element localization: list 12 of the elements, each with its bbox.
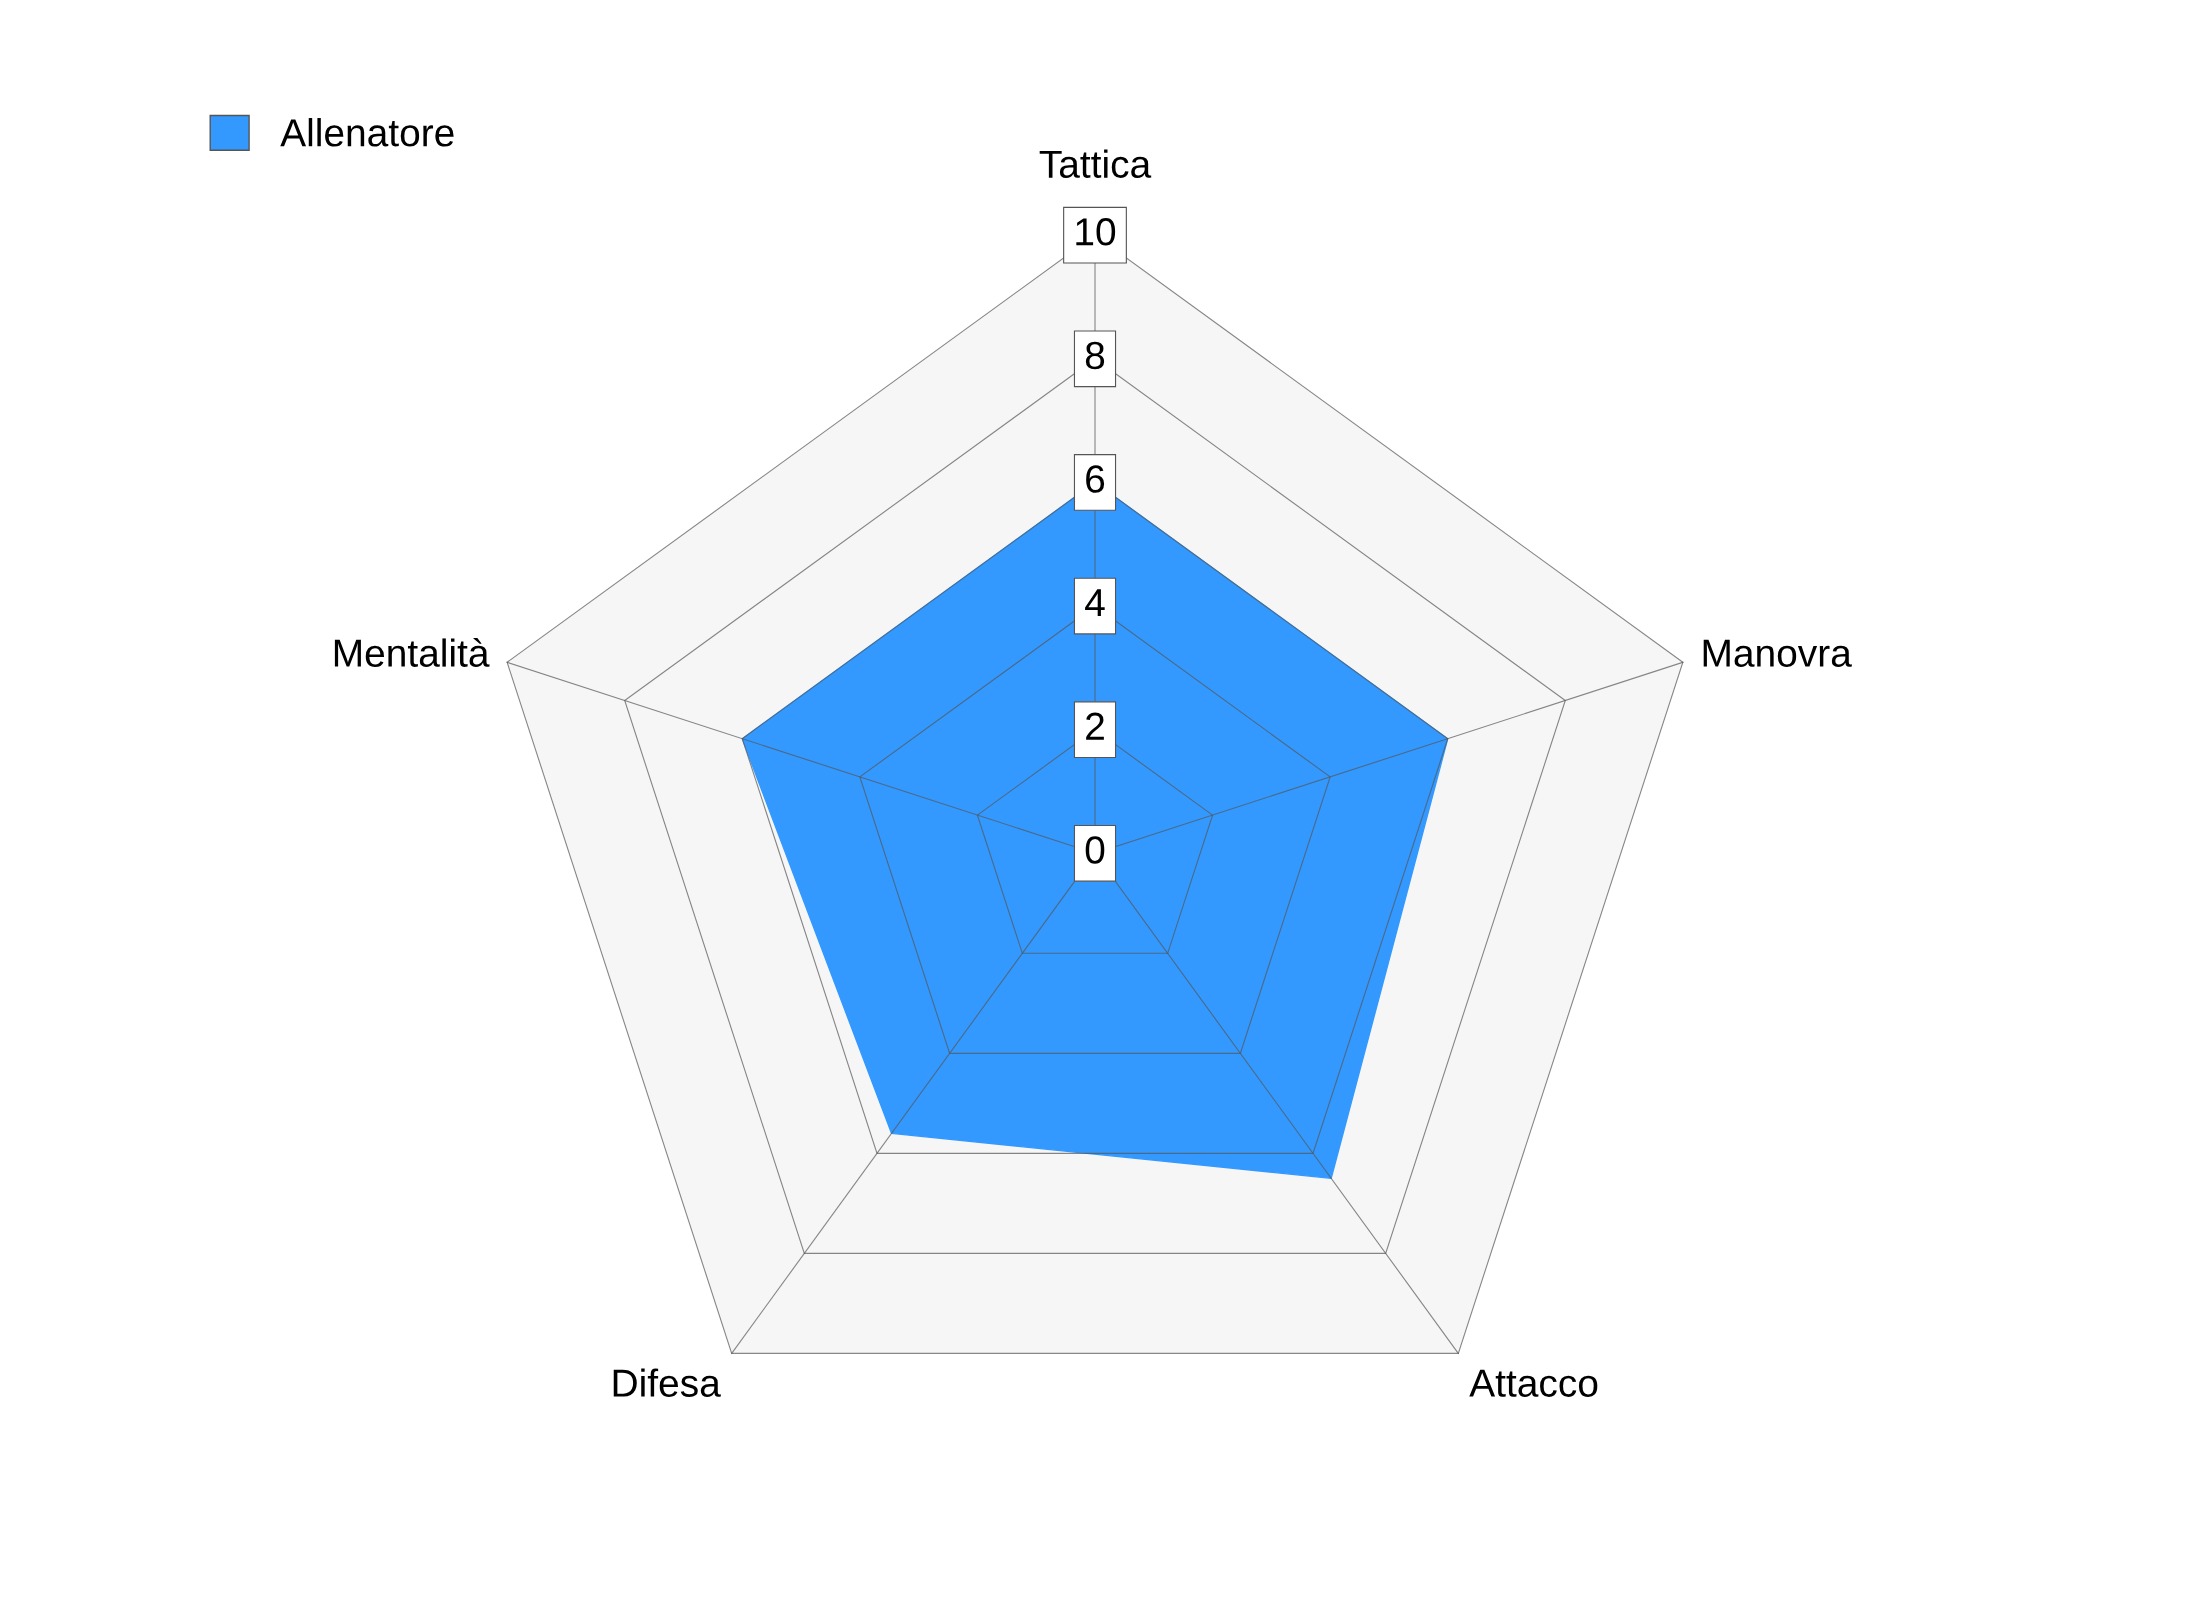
spoke-label: Attacco xyxy=(1469,1369,1598,1397)
spoke-label: Difesa xyxy=(613,1368,721,1397)
y-tick-label: 10 xyxy=(1076,218,1116,246)
y-tick-label: 4 xyxy=(1085,589,1105,617)
y-tick-label: 6 xyxy=(1086,465,1105,493)
legend-label: Allenatore xyxy=(280,118,454,147)
spoke-label: Manovra xyxy=(1703,639,1852,667)
y-tick-label: 0 xyxy=(1085,836,1105,864)
y-tick-label: 8 xyxy=(1085,341,1105,370)
y-tick-label: 2 xyxy=(1086,712,1104,740)
spoke-label: Mentalità xyxy=(334,637,490,667)
spoke-label: Tattica xyxy=(1039,149,1152,179)
